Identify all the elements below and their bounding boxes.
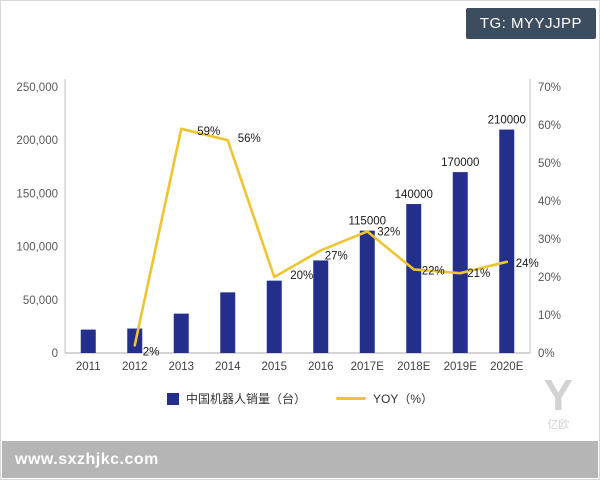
bar (406, 204, 422, 353)
line-swatch-icon (336, 397, 366, 400)
yoy-line (133, 127, 509, 347)
yoy-point-label: 59% (197, 126, 220, 138)
bar-value-label: 140000 (395, 189, 433, 201)
bar-value-label: 115000 (348, 216, 386, 228)
bar (452, 172, 468, 353)
bar-swatch-icon (166, 392, 179, 405)
right-axis-tick: 60% (538, 120, 561, 132)
category-label: 2013 (168, 361, 194, 373)
bar (359, 230, 375, 353)
bar-value-label: 170000 (441, 157, 479, 169)
right-axis-tick: 20% (538, 272, 561, 284)
category-label: 2017E (351, 361, 385, 373)
right-axis-tick: 0% (538, 348, 555, 360)
category-label: 2011 (76, 361, 101, 373)
left-axis-tick: 0 (52, 348, 58, 360)
right-axis-tick: 40% (538, 196, 561, 208)
yoy-point-label: 32% (377, 226, 400, 238)
category-label: 2018E (397, 361, 431, 373)
left-axis-tick: 150,000 (16, 188, 58, 200)
bar (499, 129, 515, 353)
footer-bar: www.sxzhjkc.com (2, 441, 598, 478)
category-label: 2016 (308, 361, 334, 373)
bar-value-label: 210000 (488, 115, 526, 127)
right-axis-tick: 30% (538, 234, 561, 246)
footer-url: www.sxzhjkc.com (15, 450, 159, 468)
right-axis-tick: 10% (538, 310, 561, 322)
yoy-point-label: 24% (516, 258, 539, 270)
category-label: 2015 (261, 361, 287, 373)
tg-badge: TG: MYYJJPP (465, 8, 596, 39)
legend-item-yoy: YOY（%） (336, 390, 433, 407)
left-axis-tick: 250,000 (16, 82, 58, 94)
yoy-point-label: 27% (325, 250, 348, 262)
legend-item-sales: 中国机器人销量（台） (166, 390, 306, 407)
legend-label-sales: 中国机器人销量（台） (185, 392, 306, 406)
chart-legend: 中国机器人销量（台） YOY（%） (1, 390, 599, 407)
bar (313, 260, 329, 353)
yoy-point-label: 56% (238, 133, 261, 145)
category-label: 2019E (444, 361, 478, 373)
right-axis-tick: 50% (538, 158, 561, 170)
yoy-point-label: 22% (422, 265, 445, 277)
bar (220, 292, 236, 353)
category-label: 2020E (490, 361, 524, 373)
yoy-point-label: 2% (143, 346, 160, 358)
bar (173, 313, 189, 353)
left-axis-tick: 50,000 (23, 295, 58, 307)
legend-label-yoy: YOY（%） (373, 392, 434, 406)
left-axis-tick: 100,000 (16, 242, 58, 254)
category-label: 2014 (215, 361, 241, 373)
right-axis-tick: 70% (538, 82, 561, 94)
category-label: 2012 (122, 361, 148, 373)
left-axis-tick: 200,000 (16, 135, 58, 147)
yoy-point-label: 21% (467, 268, 490, 280)
bar (266, 280, 282, 353)
yoy-point-label: 20% (290, 270, 313, 282)
bar (80, 329, 96, 353)
